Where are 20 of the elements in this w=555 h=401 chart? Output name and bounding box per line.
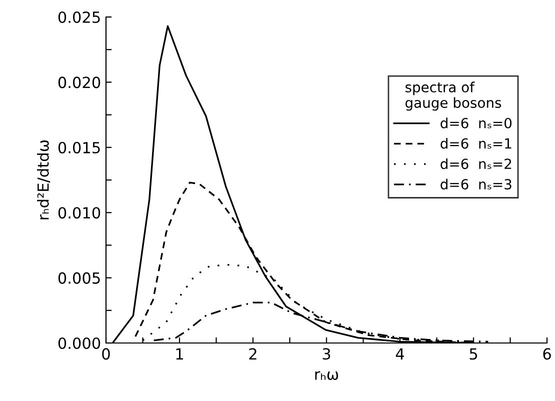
legend-title: spectra of gauge bosons xyxy=(406,82,502,111)
x-tick-label: 6 xyxy=(543,348,551,360)
legend-label: d=6 nₛ=0 xyxy=(440,118,512,128)
x-axis-title: rₕω xyxy=(315,371,338,380)
legend-label: d=6 nₛ=3 xyxy=(440,178,512,190)
y-tick-label: 0.015 xyxy=(58,142,100,154)
y-tick-label: 0.005 xyxy=(58,272,100,284)
x-tick-label: 3 xyxy=(322,348,330,360)
legend-label: d=6 nₛ=1 xyxy=(440,138,512,149)
y-axis-title: rₕd²E/dtdω xyxy=(37,140,50,220)
y-tick-label: 0.010 xyxy=(58,207,100,219)
legend-label: d=6 nₛ=2 xyxy=(440,158,512,170)
x-tick-label: 4 xyxy=(396,348,404,360)
x-tick-label: 5 xyxy=(470,348,478,360)
x-tick-label: 0 xyxy=(102,348,110,360)
y-tick-label: 0.020 xyxy=(58,76,100,88)
y-tick-label: 0.025 xyxy=(58,11,100,24)
x-tick-label: 1 xyxy=(176,348,183,360)
y-tick-label: 0.000 xyxy=(58,337,100,350)
x-tick-label: 2 xyxy=(249,348,256,360)
